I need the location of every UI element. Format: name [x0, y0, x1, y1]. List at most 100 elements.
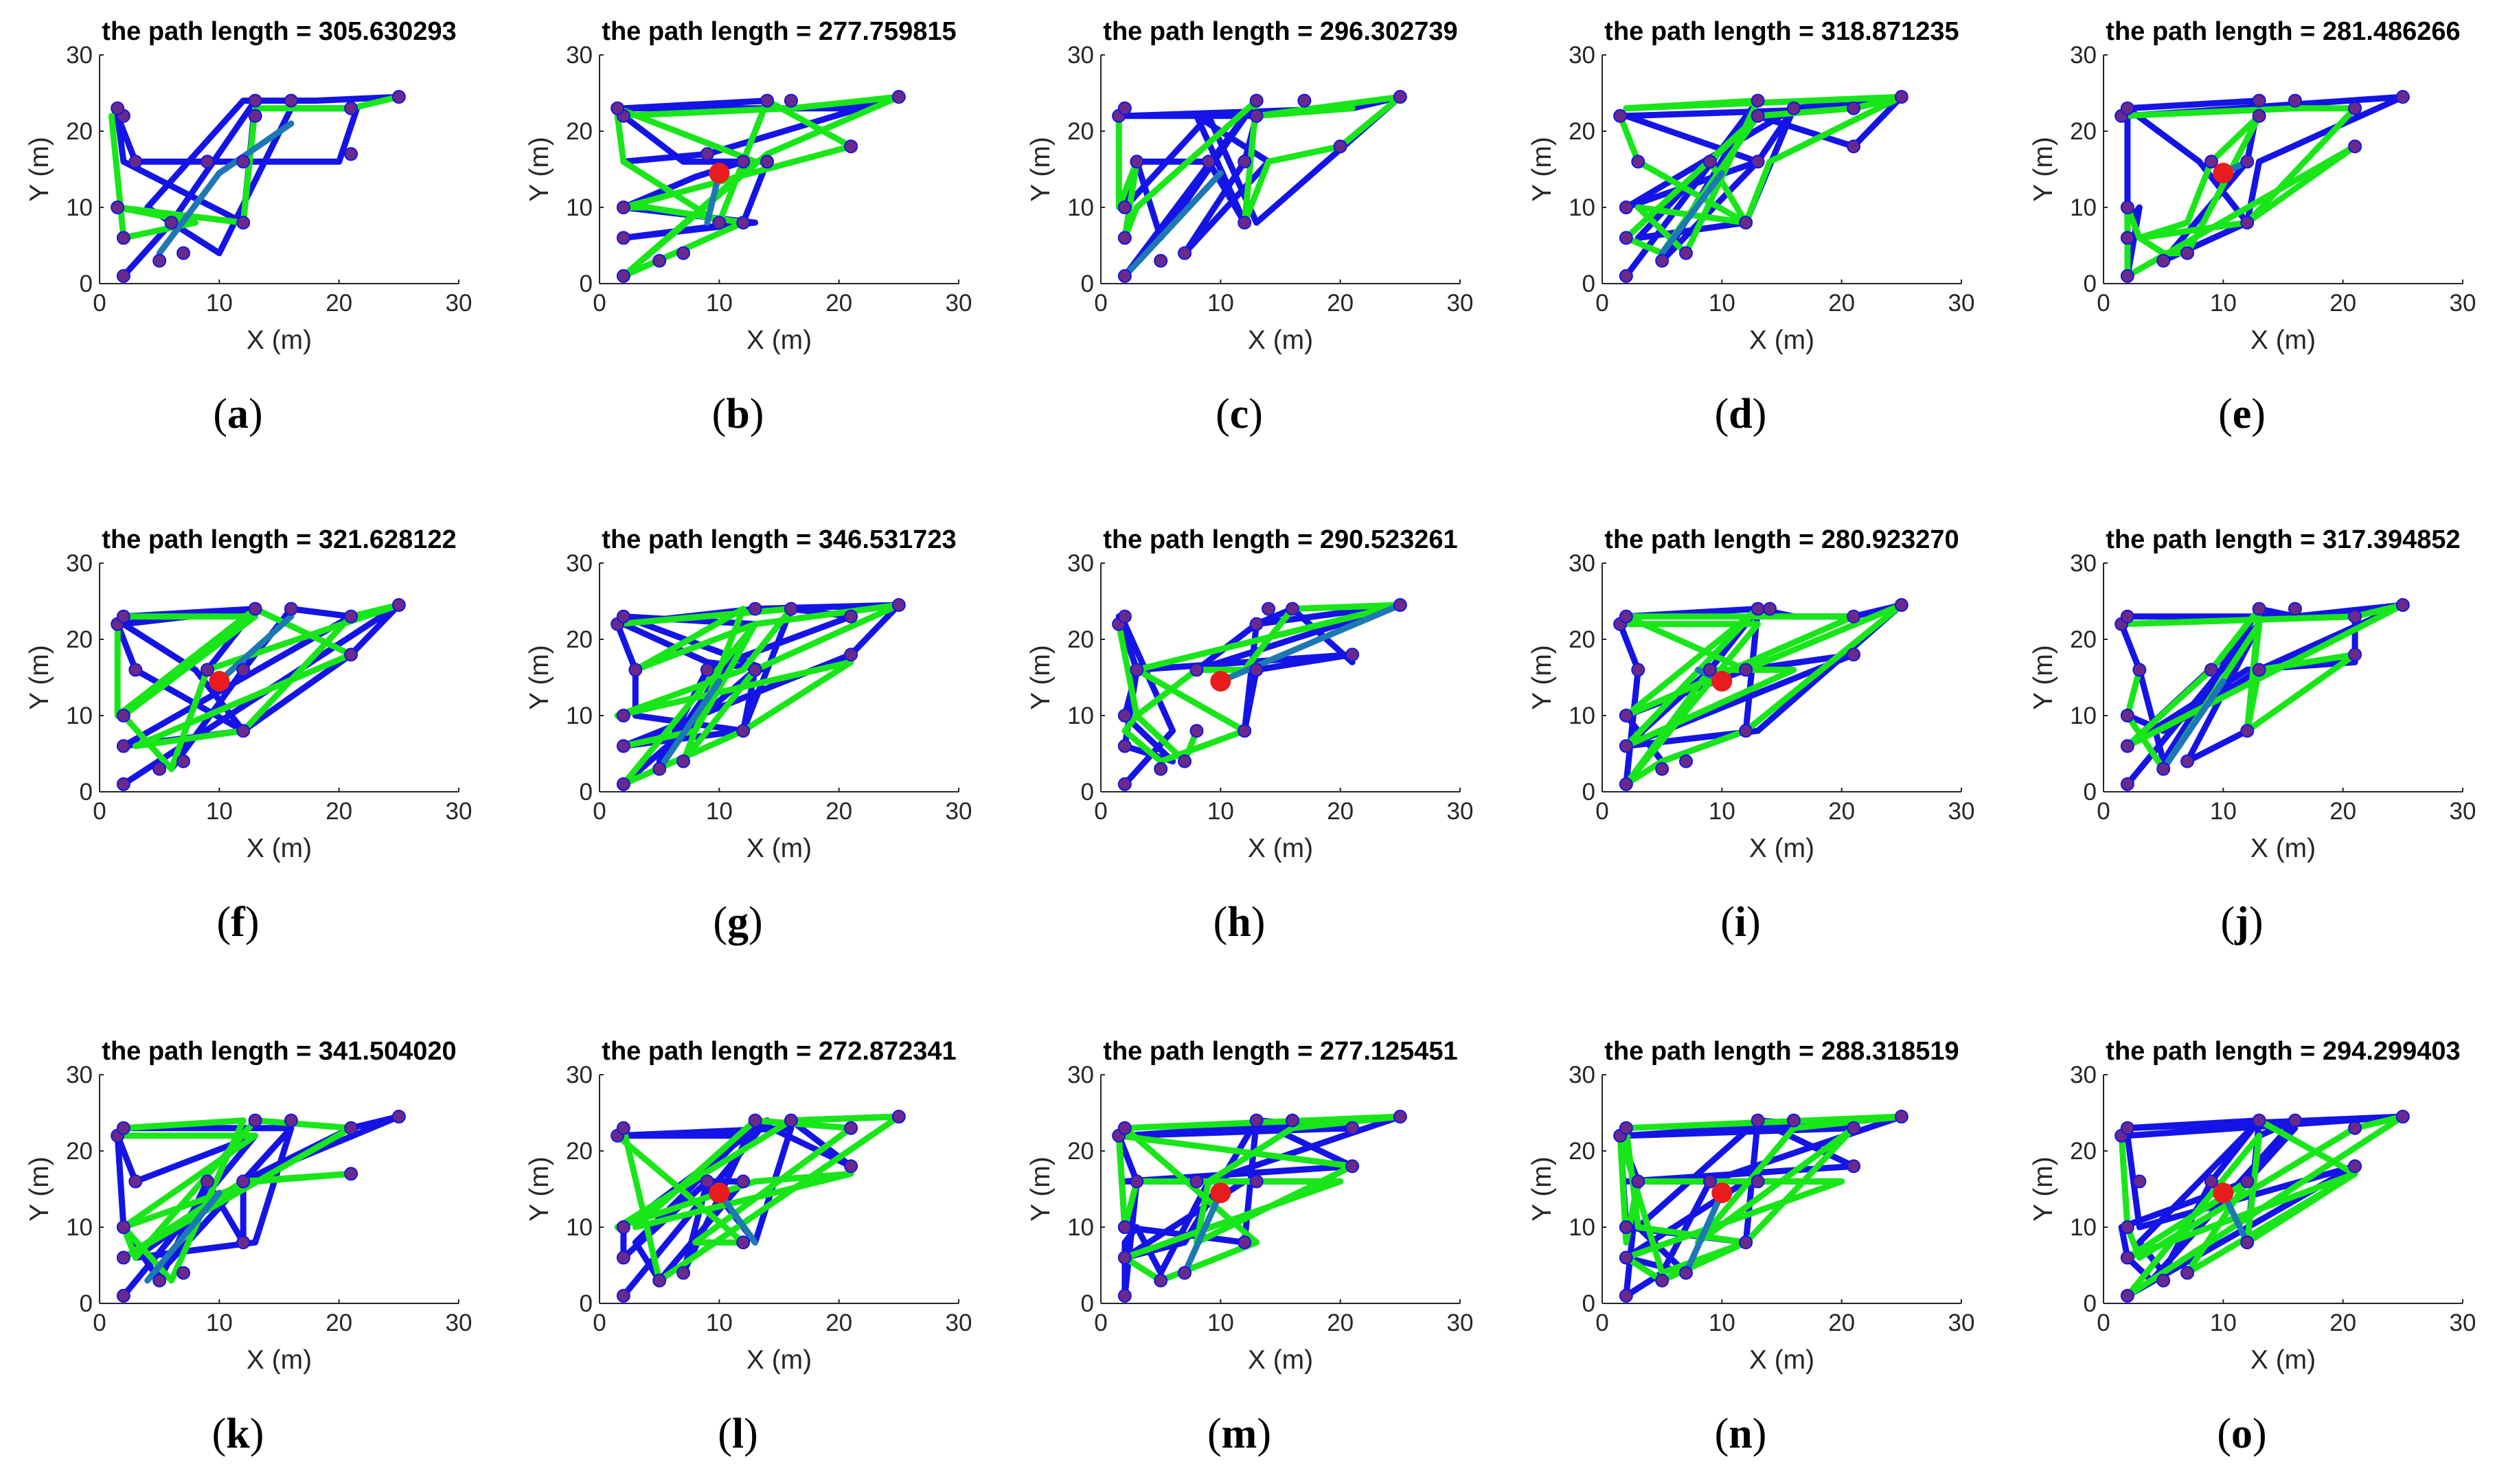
path-node: [2240, 724, 2255, 738]
y-tick-label: 0: [580, 1290, 593, 1317]
start-marker: [1210, 671, 1231, 692]
path-node: [616, 1288, 630, 1303]
path-node: [2252, 93, 2266, 108]
path-node: [616, 1121, 630, 1135]
path-node: [760, 155, 775, 169]
path-node: [2204, 663, 2218, 677]
path-node: [1249, 93, 1264, 108]
plot-title: the path length = 277.759815: [602, 17, 956, 46]
path-node: [1130, 155, 1144, 169]
path-node: [1613, 109, 1628, 123]
green-path: [1617, 602, 1905, 788]
y-tick-label: 0: [2084, 1290, 2097, 1317]
x-tick-label: 20: [1828, 290, 1855, 317]
x-tick-label: 0: [593, 798, 606, 825]
x-tick-label: 30: [1948, 798, 1975, 825]
path-node: [284, 1113, 298, 1128]
path-node: [2120, 101, 2134, 115]
x-tick-label: 20: [1327, 798, 1354, 825]
x-tick-label: 30: [446, 798, 472, 825]
x-tick-label: 20: [825, 798, 852, 825]
path-node: [2348, 648, 2362, 662]
path-node: [2252, 109, 2266, 123]
x-tick-label: 0: [93, 1310, 106, 1336]
path-node: [1249, 109, 1264, 123]
path-node: [1751, 93, 1765, 108]
path-node: [1117, 777, 1132, 791]
plot-title: the path length = 317.394852: [2106, 525, 2460, 554]
x-axis-label: X (m): [247, 834, 312, 863]
path-node: [1178, 1266, 1192, 1280]
x-tick-label: 10: [2210, 290, 2237, 317]
subfigure-caption: (j): [2221, 899, 2264, 946]
path-node: [344, 1121, 358, 1135]
path-node: [1117, 201, 1132, 214]
y-tick-label: 20: [66, 1138, 93, 1165]
x-axis-label: X (m): [746, 326, 812, 355]
path-node: [2348, 1159, 2362, 1174]
path-node: [1619, 1251, 1633, 1265]
y-tick-label: 10: [566, 703, 593, 729]
x-tick-label: 30: [1447, 290, 1474, 317]
path-node: [1739, 663, 1753, 677]
path-node: [1189, 1174, 1204, 1189]
y-tick-label: 10: [66, 194, 93, 221]
y-tick-label: 20: [1569, 1138, 1595, 1165]
path-node: [1117, 1251, 1132, 1265]
plot-title: the path length = 281.486266: [2106, 17, 2460, 46]
path-node: [1739, 1235, 1753, 1250]
y-axis-label: Y (m): [1026, 137, 1056, 202]
path-node: [736, 155, 751, 169]
path-node: [2348, 1121, 2362, 1135]
path-node: [2395, 598, 2410, 613]
y-tick-label: 20: [1067, 626, 1094, 653]
path-node: [284, 93, 298, 108]
path-node: [236, 216, 251, 230]
x-axis-label: X (m): [1749, 326, 1814, 355]
path-node: [2348, 101, 2362, 115]
path-node: [1154, 253, 1168, 268]
x-tick-label: 20: [326, 1310, 352, 1336]
path-node: [164, 216, 179, 230]
path-node: [1619, 1288, 1633, 1303]
y-tick-label: 20: [2070, 626, 2097, 653]
x-tick-label: 10: [706, 798, 733, 825]
path-node: [1847, 609, 1861, 624]
y-tick-label: 10: [1569, 703, 1595, 729]
y-tick-label: 10: [66, 1214, 93, 1241]
plot-title: the path length = 321.628122: [102, 525, 456, 554]
path-node: [1238, 155, 1252, 169]
path-node: [1655, 1273, 1669, 1288]
path-node: [2120, 1121, 2134, 1135]
path-node: [2180, 246, 2195, 260]
x-tick-label: 10: [706, 1310, 733, 1336]
start-marker: [709, 163, 730, 184]
x-tick-label: 30: [1447, 1310, 1474, 1336]
path-node: [616, 739, 630, 753]
path-node: [1130, 1174, 1144, 1189]
path-node: [1751, 109, 1765, 123]
x-tick-label: 0: [1094, 798, 1107, 825]
path-node: [2132, 1174, 2147, 1189]
path-node: [1751, 1113, 1765, 1128]
path-node: [116, 1220, 130, 1234]
path-node: [1297, 93, 1312, 108]
green-path: [1617, 1113, 1905, 1284]
path-node: [116, 777, 130, 791]
y-tick-label: 30: [1067, 42, 1094, 69]
path-node: [176, 1266, 191, 1280]
path-node: [1847, 1121, 1861, 1135]
y-tick-label: 10: [1569, 194, 1595, 221]
x-axis-label: X (m): [1248, 834, 1313, 863]
path-node: [844, 139, 858, 154]
x-tick-label: 0: [1595, 798, 1608, 825]
path-node: [391, 598, 406, 613]
path-node: [248, 93, 262, 108]
path-node: [2240, 1235, 2255, 1250]
x-tick-label: 20: [326, 290, 352, 317]
plot-title: the path length = 341.504020: [102, 1037, 456, 1066]
path-node: [1117, 269, 1132, 283]
start-marker: [1210, 1183, 1231, 1204]
x-tick-label: 20: [2329, 798, 2356, 825]
path-node: [784, 1113, 798, 1128]
